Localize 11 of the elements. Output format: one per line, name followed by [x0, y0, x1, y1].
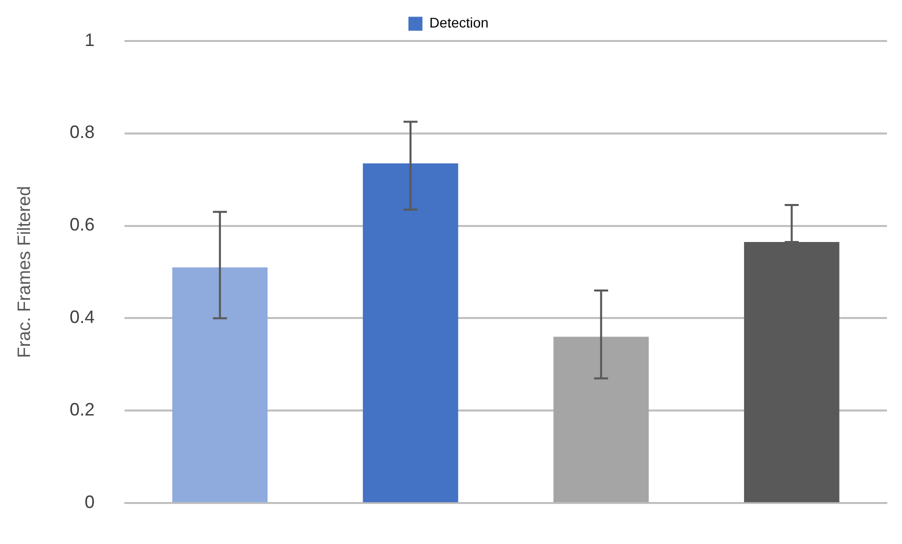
y-tick-label: 0.6 — [70, 214, 95, 235]
y-tick-label: 0 — [84, 492, 95, 512]
legend-label: Detection — [429, 14, 489, 31]
bar — [553, 336, 649, 502]
bar — [362, 163, 458, 502]
bar — [172, 267, 268, 502]
y-tick-label: 1 — [84, 30, 95, 50]
y-tick-label: 0.4 — [70, 307, 95, 328]
y-tick-label: 0.2 — [70, 400, 95, 420]
y-axis-title: Frac. Frames Filtered — [14, 186, 34, 358]
y-tick-label: 0.8 — [70, 122, 95, 142]
